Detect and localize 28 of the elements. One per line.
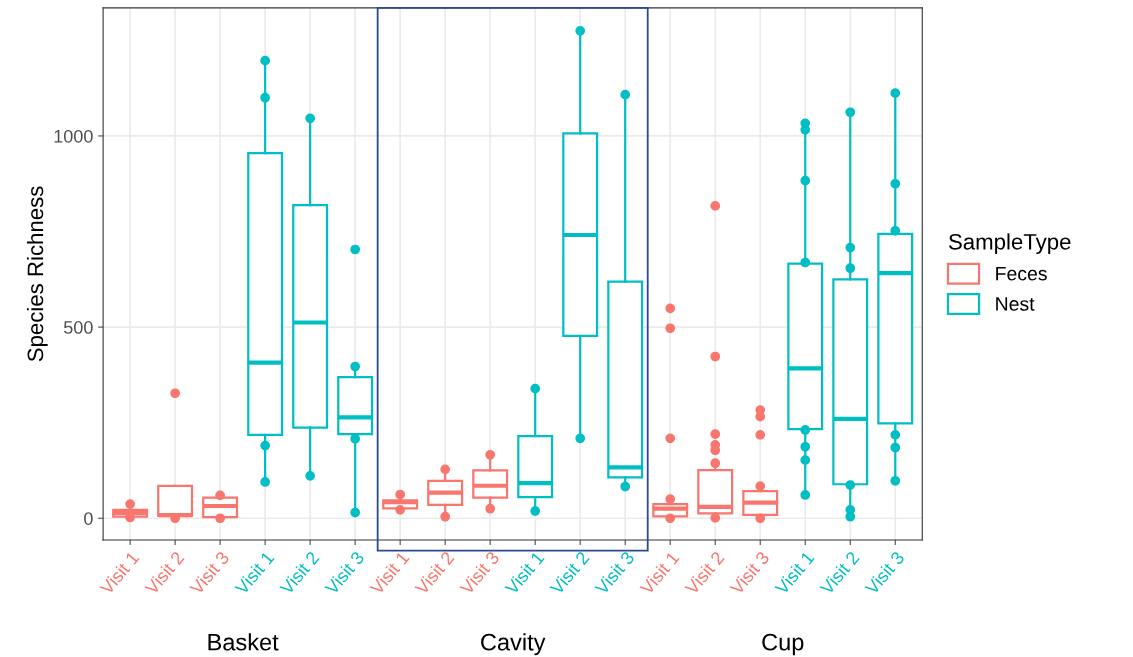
legend-label: Nest (996, 297, 1035, 311)
legend-label: Feces (996, 266, 1047, 281)
y-tick-label: 1000 (54, 129, 93, 143)
x-tick-label: Visit 1 (773, 550, 815, 596)
x-tick-label: Visit 2 (143, 550, 185, 596)
x-tick-label: Visit 1 (638, 550, 680, 596)
x-tick-label: Visit 1 (368, 550, 410, 596)
x-tick-label: Visit 1 (233, 550, 275, 596)
text: Cup (762, 633, 804, 656)
y-tick-label: 0 (84, 512, 93, 525)
x-tick-label: Visit 1 (98, 550, 140, 596)
x-tick-label: Visit 3 (728, 550, 770, 596)
x-tick-label: Visit 2 (818, 550, 860, 596)
x-tick-label: Visit 3 (593, 550, 635, 596)
x-tick-label: Visit 2 (548, 550, 590, 596)
text: Basket (208, 633, 279, 651)
x-tick-label: Visit 3 (863, 550, 905, 596)
y-axis-title: Species Richness (26, 186, 48, 362)
x-tick-label: Visit 2 (278, 550, 320, 596)
x-tick-label: Visit 3 (458, 550, 500, 596)
x-tick-label: Visit 2 (413, 550, 455, 596)
legend-title: SampleType (948, 233, 1071, 255)
x-tick-label: Visit 1 (503, 550, 545, 596)
text: Cavity (481, 633, 546, 656)
x-tick-label: Visit 3 (323, 550, 365, 596)
x-tick-label: Visit 2 (683, 550, 725, 596)
x-tick-label: Visit 3 (188, 550, 230, 596)
y-tick-label: 500 (63, 321, 93, 334)
